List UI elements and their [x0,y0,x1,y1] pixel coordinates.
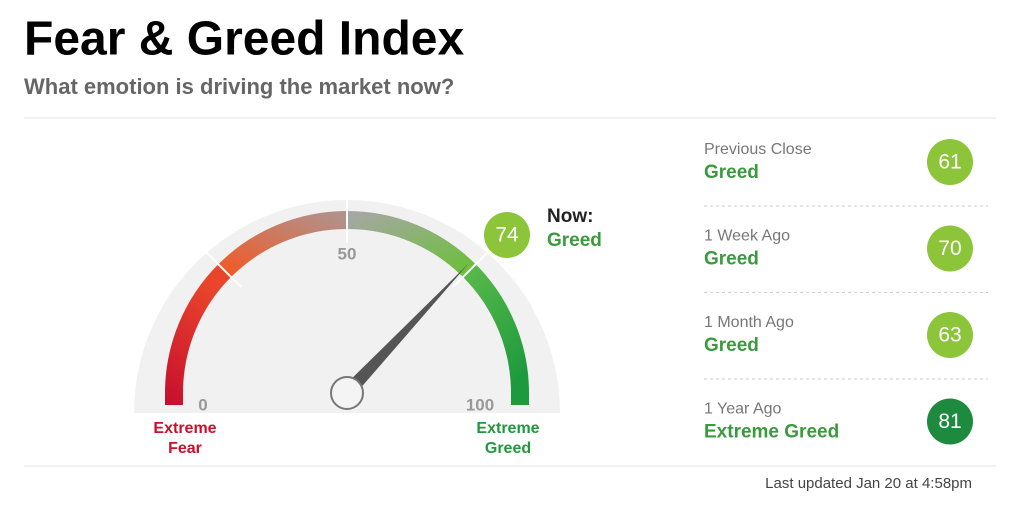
subtitle: What emotion is driving the market now? [24,74,454,99]
gauge-separator [194,240,242,288]
gauge-band [218,211,348,278]
history-label: 1 Month Ago [704,314,794,331]
gauge-band [462,264,529,405]
scale-label: 0 [198,395,207,414]
extreme-fear-label: Fear [168,440,202,457]
history-label: Previous Close [704,141,812,158]
history-value: 70 [938,237,961,260]
history-bubble [927,225,973,272]
extreme-greed-label: Extreme [476,420,539,437]
history-status: Extreme Greed [704,422,839,443]
now-status: Greed [547,230,602,251]
gauge: 50 0 100 Extreme Fear Extreme Greed 74 Now: Greed [134,178,602,457]
history-value: 63 [938,324,961,347]
title: Fear & Greed Index [24,13,464,66]
history-label: 1 Year Ago [704,401,782,418]
history-status: Greed [704,335,759,356]
history-label: 1 Week Ago [704,228,790,245]
history-status: Greed [704,162,759,183]
history-list: Previous Close Greed 61 1 Week Ago Greed 70 1 … [704,139,988,445]
scale-label: 100 [466,395,494,414]
needle [341,263,469,398]
extreme-fear-label: Extreme [153,420,216,437]
history-status: Greed [704,249,759,270]
history-bubble [927,139,973,185]
extreme-greed-label: Greed [485,440,531,457]
scale-label: 50 [338,244,357,263]
history-value: 81 [938,410,961,433]
needle-hub [330,376,364,410]
history-value: 61 [938,151,961,174]
history-bubble [927,398,973,445]
now-label: Now: [547,206,593,227]
gauge-band [165,264,232,405]
history-bubble [927,312,973,358]
now-bubble [484,212,530,258]
gauge-band [346,211,476,278]
last-updated: Last updated Jan 20 at 4:58pm [765,475,972,492]
now-value: 74 [495,224,519,247]
